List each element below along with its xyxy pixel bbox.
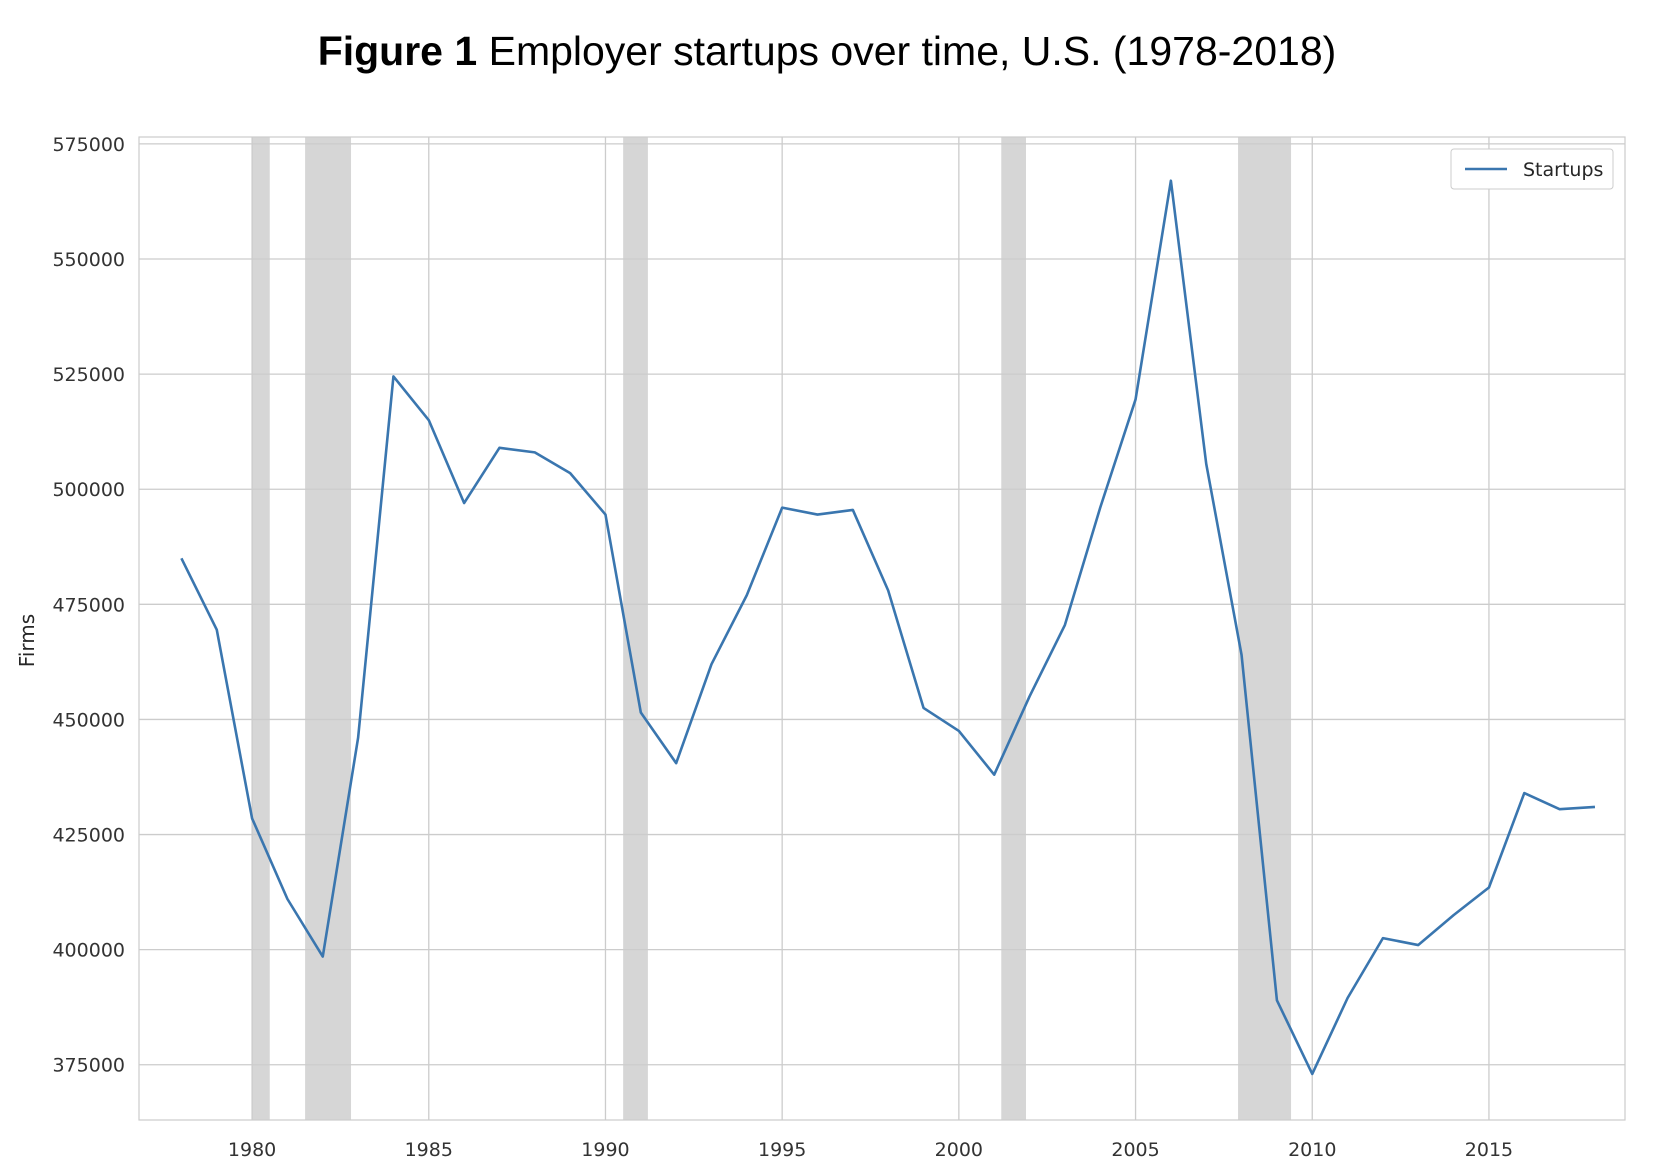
data-point — [1169, 179, 1173, 183]
data-point — [1487, 885, 1491, 889]
y-tick-label: 425000 — [52, 825, 125, 847]
data-point — [851, 508, 855, 512]
data-point — [1275, 998, 1279, 1002]
x-tick-label: 2015 — [1465, 1139, 1513, 1161]
data-point — [1310, 1072, 1314, 1076]
y-tick-label: 450000 — [52, 709, 125, 731]
legend-label-startups: Startups — [1523, 159, 1603, 181]
data-point — [674, 761, 678, 765]
figure-label: Figure 1 — [317, 28, 478, 74]
data-point — [391, 374, 395, 378]
data-point — [922, 706, 926, 710]
y-axis-label: Firms — [15, 614, 39, 667]
recession-band — [305, 137, 352, 1120]
axes-frame — [138, 136, 1626, 1121]
data-point — [497, 446, 501, 450]
y-tick-label: 550000 — [52, 249, 125, 271]
x-tick-label: 1990 — [581, 1139, 629, 1161]
x-tick-label: 1995 — [758, 1139, 806, 1161]
data-point — [1240, 653, 1244, 657]
data-point — [250, 816, 254, 820]
y-tick-label: 500000 — [52, 479, 125, 501]
title-text: Employer startups over time, U.S. (1978-… — [488, 28, 1337, 74]
data-point — [957, 729, 961, 733]
data-point — [709, 662, 713, 666]
data-point — [215, 628, 219, 632]
series-line-startups — [180, 179, 1596, 1076]
data-point — [1134, 397, 1138, 401]
data-point — [745, 593, 749, 597]
recession-band — [1238, 137, 1292, 1120]
legend: Startups — [1450, 148, 1614, 190]
data-point — [1593, 805, 1597, 809]
x-tick-labels: 1980 1985 1990 1995 2000 2005 2010 2015 — [228, 1139, 1513, 1161]
grid-lines — [139, 137, 1625, 1120]
data-point — [816, 513, 820, 517]
y-tick-label: 575000 — [52, 134, 125, 156]
y-tick-label: 375000 — [52, 1055, 125, 1077]
data-point — [886, 589, 890, 593]
data-point — [356, 736, 360, 740]
data-point — [321, 955, 325, 959]
x-tick-label: 1980 — [228, 1139, 276, 1161]
y-tick-labels: 375000 400000 425000 450000 475000 500000 5250… — [52, 134, 125, 1077]
y-tick-label: 525000 — [52, 364, 125, 386]
data-point — [427, 418, 431, 422]
data-point — [1028, 694, 1032, 698]
recession-band — [1001, 137, 1027, 1120]
data-point — [1063, 623, 1067, 627]
data-point — [1416, 943, 1420, 947]
data-point — [462, 501, 466, 505]
y-tick-label: 475000 — [52, 594, 125, 616]
data-point — [1558, 807, 1562, 811]
x-tick-label: 2000 — [935, 1139, 983, 1161]
data-point — [568, 471, 572, 475]
data-point — [533, 450, 537, 454]
recession-band — [623, 137, 648, 1120]
data-point — [179, 556, 183, 560]
data-point — [1522, 791, 1526, 795]
x-tick-label: 1985 — [405, 1139, 453, 1161]
data-point — [603, 513, 607, 517]
x-tick-label: 2005 — [1111, 1139, 1159, 1161]
legend-box — [1450, 148, 1614, 190]
data-point — [1452, 913, 1456, 917]
data-point — [992, 773, 996, 777]
x-tick-label: 2010 — [1288, 1139, 1336, 1161]
data-point — [1204, 462, 1208, 466]
recession-bands — [252, 137, 1292, 1120]
chart-title: Figure 1 Employer startups over time, U.… — [0, 28, 1654, 75]
recession-band — [252, 137, 270, 1120]
data-point — [1098, 506, 1102, 510]
series-points — [179, 179, 1597, 1076]
data-point — [1381, 936, 1385, 940]
y-tick-label: 400000 — [52, 940, 125, 962]
data-point — [780, 506, 784, 510]
data-point — [285, 897, 289, 901]
data-point — [1346, 996, 1350, 1000]
data-point — [639, 711, 643, 715]
